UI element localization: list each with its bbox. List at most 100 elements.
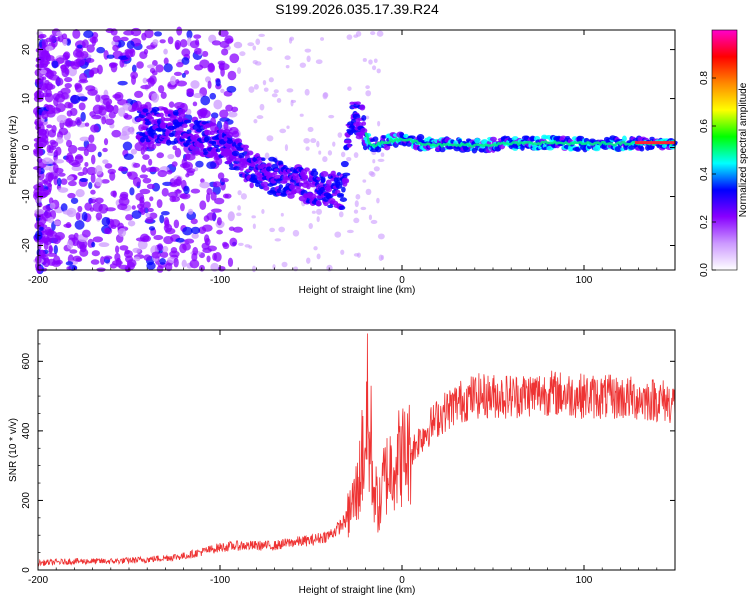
spectrogram-cell <box>38 188 50 197</box>
spectrogram-cell <box>169 250 180 258</box>
spectrogram-cell <box>34 208 45 215</box>
spectrogram-cell <box>131 205 136 210</box>
spectrogram-cell <box>146 183 155 190</box>
spectrogram-cell <box>229 237 238 247</box>
spectrogram-cell <box>315 59 323 65</box>
spectrogram-cell <box>192 246 199 256</box>
spectrogram-cell <box>132 102 140 112</box>
spectrogram-cell <box>57 172 66 177</box>
spectrogram-cell <box>253 119 258 124</box>
spectrogram-cell <box>53 244 58 255</box>
spectrogram-cell <box>84 161 89 167</box>
spectrogram-cell <box>139 188 151 195</box>
spectrogram-cell <box>151 251 161 259</box>
spectrogram-cell <box>304 167 310 172</box>
spectrogram-cell <box>103 138 109 146</box>
spectrogram-cell <box>42 235 50 243</box>
spectrogram-cell <box>126 40 135 50</box>
spectrogram-cell <box>51 125 57 134</box>
spectrogram-cell <box>226 85 237 93</box>
spectrogram-cell <box>341 186 346 193</box>
spectrogram-cell <box>157 243 164 251</box>
spectrogram-cell <box>96 46 106 54</box>
spectrogram-y-tick-label: 0 <box>21 144 32 150</box>
spectrogram-cell <box>287 192 295 199</box>
spectrogram-cell <box>236 212 242 217</box>
spectrogram-cell <box>84 202 93 211</box>
spectrogram-cell <box>181 123 188 128</box>
spectrogram-cell <box>91 241 96 248</box>
spectrogram-cell <box>224 193 232 199</box>
spectrogram-cell <box>286 88 294 93</box>
spectrogram-cell <box>153 234 164 241</box>
spectrogram-y-tick-label: 10 <box>21 93 32 105</box>
spectrogram-cell <box>77 205 83 213</box>
spectrogram-cell <box>362 144 368 151</box>
spectrogram-cell <box>175 61 184 68</box>
spectrogram-cell <box>311 168 317 172</box>
spectrogram-cell <box>198 109 203 120</box>
spectrogram-cell <box>147 113 153 119</box>
spectrogram-cell <box>44 79 50 86</box>
spectrogram-cell <box>88 69 95 77</box>
spectrogram-cell <box>316 216 320 223</box>
spectrogram-cell <box>40 69 47 75</box>
spectrogram-cell <box>231 106 239 113</box>
spectrogram-cell <box>90 173 96 184</box>
spectrogram-cell <box>320 37 325 41</box>
spectrogram-cell <box>362 58 367 62</box>
spectrogram-cell <box>216 217 222 226</box>
spectrogram-cell <box>377 120 381 127</box>
spectrogram-cell <box>246 150 254 156</box>
spectrogram-cell <box>183 185 190 195</box>
spectrogram-cell <box>272 171 278 175</box>
spectrogram-cell <box>365 90 372 97</box>
spectrogram-cell <box>173 257 179 268</box>
spectrogram-cell <box>45 226 52 233</box>
spectrogram-cell <box>342 172 351 177</box>
spectrogram-cell <box>377 158 385 163</box>
spectrogram-cell <box>370 219 378 225</box>
spectrogram-cell <box>103 227 111 234</box>
spectrogram-cell <box>181 72 186 78</box>
spectrogram-cell <box>114 252 121 262</box>
spectrogram-cell <box>173 178 182 186</box>
spectrogram-cell <box>51 107 61 114</box>
spectrogram-cell <box>302 174 309 180</box>
spectrogram-cell <box>365 85 370 90</box>
spectrogram-cell <box>53 149 59 158</box>
spectrogram-cell <box>228 163 234 168</box>
spectrogram-cell <box>185 173 190 178</box>
colorbar-tick-label: 0.4 <box>699 167 710 181</box>
spectrogram-cell <box>67 144 78 154</box>
spectrogram-cell <box>139 199 145 207</box>
spectrogram-cell <box>217 172 225 180</box>
spectrogram-cell <box>186 129 192 135</box>
spectrogram-cell <box>237 190 242 196</box>
spectrogram-cell <box>98 203 109 214</box>
spectrogram-cell <box>111 129 122 138</box>
spectrogram-cell <box>75 84 83 93</box>
colorbar-tick-label: 0.8 <box>699 71 710 85</box>
spectrogram-y-tick-label: 20 <box>21 44 32 56</box>
spectrogram-cell <box>207 80 212 90</box>
spectrogram-cell <box>145 167 156 173</box>
spectrogram-cell <box>111 260 123 266</box>
spectrogram-cell <box>142 177 152 184</box>
spectrogram-cell <box>286 125 290 130</box>
spectrogram-cell <box>238 242 244 246</box>
spectrogram-cell <box>231 130 240 138</box>
spectrogram-cell <box>125 214 134 221</box>
spectrogram-cell <box>174 189 182 194</box>
spectrogram-cell <box>261 157 266 162</box>
spectrogram-cell <box>151 106 160 113</box>
spectrogram-cell <box>152 39 159 45</box>
spectrogram-cell <box>119 245 129 251</box>
spectrogram-cell <box>183 119 192 124</box>
spectrogram-cell <box>170 75 177 86</box>
spectrogram-cell <box>71 162 81 168</box>
spectrogram-cell <box>175 237 185 243</box>
spectrogram-cell <box>47 172 53 183</box>
spectrogram-cell <box>280 212 284 217</box>
spectrogram-cell <box>46 183 53 188</box>
